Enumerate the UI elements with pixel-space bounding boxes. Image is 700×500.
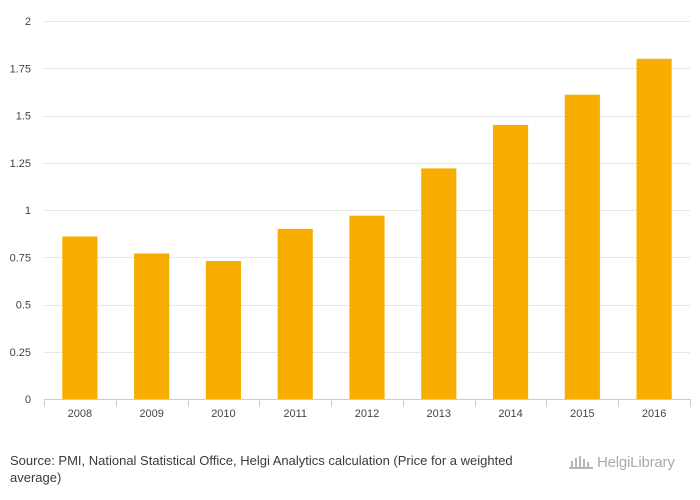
bars — [62, 58, 672, 400]
y-tick-label: 1 — [25, 205, 31, 217]
y-axis-ticks: 0 0.25 0.5 0.75 1 1.25 1.5 1.75 2 — [10, 16, 31, 406]
y-tick-label: 0.75 — [10, 252, 31, 264]
bar-2011 — [277, 228, 313, 399]
x-tick-label: 2015 — [570, 408, 594, 420]
bar-2015 — [564, 94, 600, 400]
bar-2016 — [636, 58, 672, 400]
y-tick-label: 0 — [25, 394, 31, 406]
source-note: Source: PMI, National Statistical Office… — [10, 453, 513, 485]
x-tick-label: 2013 — [427, 408, 451, 420]
x-axis: 2008 2009 2010 2011 2012 2013 2014 2015 2016 — [44, 399, 691, 420]
y-tick-label: 2 — [25, 16, 31, 28]
y-tick-label: 0.25 — [10, 347, 31, 359]
x-tick-label: 2016 — [642, 408, 666, 420]
x-tick-label: 2008 — [68, 408, 92, 420]
bar-2010 — [205, 261, 242, 399]
bar-2014 — [492, 124, 529, 399]
bar-2013 — [421, 168, 457, 399]
y-tick-label: 1.75 — [10, 63, 31, 75]
bar-2012 — [349, 215, 385, 399]
x-tick-label: 2011 — [283, 408, 307, 420]
y-tick-label: 1.5 — [16, 111, 31, 123]
x-tick-label: 2009 — [139, 408, 163, 420]
bar-2008 — [62, 236, 98, 399]
library-building-icon — [569, 456, 593, 469]
x-tick-label: 2012 — [355, 408, 379, 420]
logo-text: HelgiLibrary — [597, 453, 675, 471]
bar-2009 — [134, 253, 170, 399]
y-tick-label: 0.5 — [16, 300, 31, 312]
y-tick-label: 1.25 — [10, 158, 31, 170]
x-tick-label: 2010 — [211, 408, 235, 420]
helgi-library-logo: HelgiLibrary — [568, 451, 692, 473]
x-tick-label: 2014 — [498, 408, 522, 420]
